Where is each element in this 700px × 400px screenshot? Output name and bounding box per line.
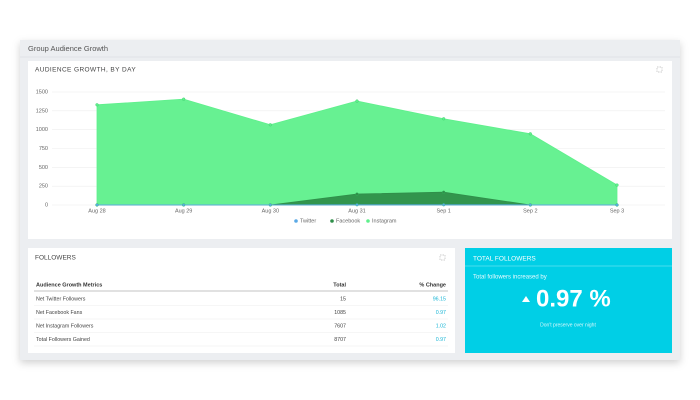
table-cell: Total Followers Gained bbox=[36, 337, 90, 343]
y-tick-label: 750 bbox=[39, 146, 48, 152]
column-header: Total bbox=[333, 282, 346, 288]
y-tick-label: 250 bbox=[39, 184, 48, 190]
total-followers-value: 0.97 % bbox=[536, 285, 611, 312]
total-followers-card bbox=[465, 248, 672, 353]
x-tick-label: Sep 3 bbox=[610, 208, 624, 214]
followers-table: Audience Growth Metrics Total % Change Net … bbox=[34, 282, 448, 347]
legend: Twitter Facebook Instagram bbox=[294, 218, 397, 224]
plot: 0 250 500 750 1000 1250 1500 Aug 28 Aug 29 Aug 30… bbox=[36, 89, 665, 214]
table-cell: 15 bbox=[340, 296, 346, 302]
page-title: Group Audience Growth bbox=[28, 44, 108, 53]
followers-card bbox=[28, 248, 455, 353]
x-tick-label: Aug 30 bbox=[262, 208, 279, 214]
x-tick-label: Sep 2 bbox=[523, 208, 537, 214]
y-tick-label: 0 bbox=[45, 202, 48, 208]
table-cell: 1.02 bbox=[436, 323, 446, 329]
point bbox=[268, 203, 272, 207]
table-cell: Net Facebook Fans bbox=[36, 310, 83, 316]
point bbox=[442, 190, 446, 194]
legend-marker bbox=[294, 219, 298, 223]
point bbox=[528, 132, 532, 136]
point bbox=[95, 103, 99, 107]
point bbox=[355, 99, 359, 103]
total-followers-note: Don't preserve over night bbox=[540, 322, 596, 328]
total-followers-title: TOTAL FOLLOWERS bbox=[473, 256, 536, 263]
table-cell: 1085 bbox=[334, 310, 346, 316]
point bbox=[442, 117, 446, 121]
expand-icon[interactable] bbox=[656, 66, 663, 73]
followers-title: FOLLOWERS bbox=[35, 255, 76, 262]
x-tick-label: Aug 28 bbox=[88, 208, 105, 214]
column-header: Audience Growth Metrics bbox=[36, 282, 102, 288]
y-tick-label: 1500 bbox=[36, 89, 48, 95]
legend-label: Twitter bbox=[300, 218, 316, 224]
point bbox=[615, 183, 619, 187]
up-arrow bbox=[522, 296, 530, 302]
legend-marker bbox=[366, 219, 370, 223]
table-cell: 96.15 bbox=[433, 296, 446, 302]
point bbox=[182, 203, 186, 207]
point bbox=[615, 203, 619, 207]
point bbox=[182, 97, 186, 101]
x-tick-label: Aug 29 bbox=[175, 208, 192, 214]
point bbox=[528, 203, 532, 207]
table-cell: 8707 bbox=[334, 337, 346, 343]
y-tick-label: 1000 bbox=[36, 127, 48, 133]
x-tick-label: Aug 31 bbox=[348, 208, 365, 214]
chart-title: AUDIENCE GROWTH, BY DAY bbox=[35, 67, 136, 74]
area bbox=[96, 98, 618, 206]
table-cell: 7607 bbox=[334, 323, 346, 329]
x-tick-label: Sep 1 bbox=[436, 208, 450, 214]
table-cell: 0.97 bbox=[436, 310, 446, 316]
table-cell: Net Instagram Followers bbox=[36, 323, 94, 329]
table-cell: Net Twitter Followers bbox=[36, 296, 86, 302]
point bbox=[442, 203, 446, 207]
legend-marker bbox=[330, 219, 334, 223]
total-followers-caption: Total followers increased by bbox=[473, 275, 547, 281]
expand-icon[interactable] bbox=[439, 254, 446, 261]
y-tick-label: 500 bbox=[39, 165, 48, 171]
point bbox=[355, 192, 359, 196]
y-tick-label: 1250 bbox=[36, 108, 48, 114]
point bbox=[95, 203, 99, 207]
point bbox=[268, 123, 272, 127]
legend-label: Facebook bbox=[336, 218, 360, 224]
legend-label: Instagram bbox=[372, 218, 397, 224]
column-header: % Change bbox=[419, 282, 446, 288]
table-cell: 0.97 bbox=[436, 337, 446, 343]
point bbox=[355, 203, 359, 207]
